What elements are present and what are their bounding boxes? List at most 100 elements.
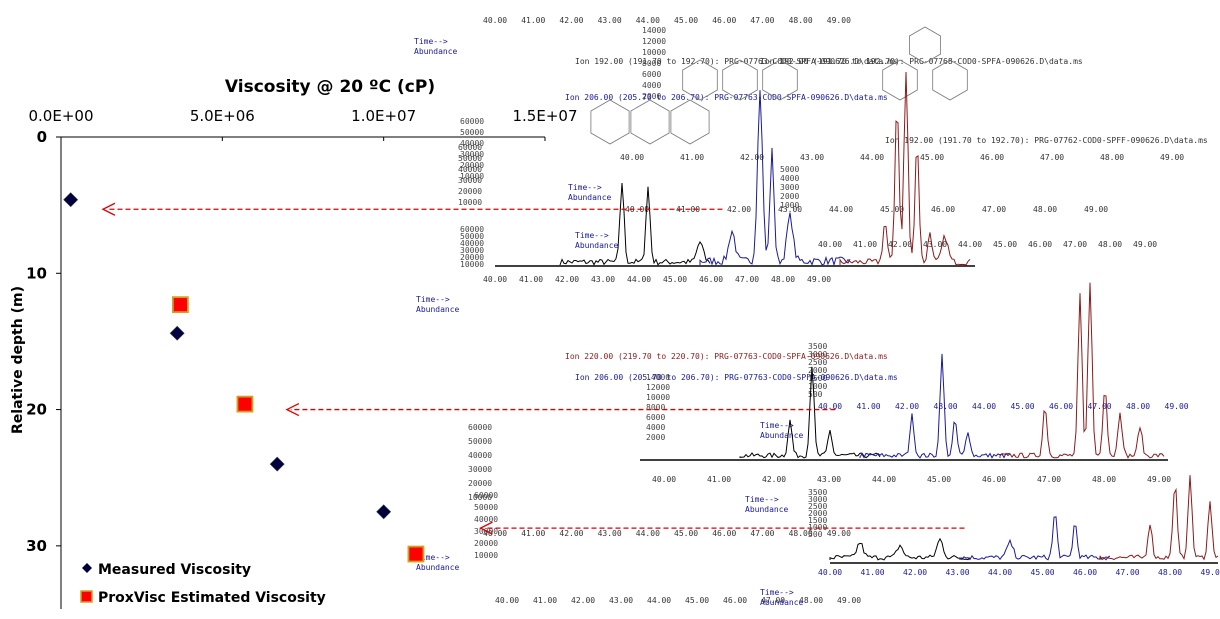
chromatogram-abundance-tick: 10000 [642, 48, 666, 57]
chromatogram-abundance-tick: 2000 [808, 366, 827, 375]
time-arrow-label: Time--> [416, 295, 450, 304]
chromatogram-abundance-tick: 8000 [646, 403, 665, 412]
chromatogram-time-tick: 47.00 [735, 275, 759, 284]
chromatogram-abundance-tick: 20000 [460, 253, 484, 262]
chromatogram-time-tick: 45.00 [685, 596, 709, 605]
chromatogram-time-tick: 42.00 [895, 402, 919, 411]
x-tick-label: 1.0E+07 [351, 107, 416, 125]
x-tick-label: 5.0E+06 [190, 107, 255, 125]
time-arrow-label: Time--> [568, 183, 602, 192]
chromatogram-time-tick: 42.00 [762, 475, 786, 484]
chromatogram-time-tick: 46.00 [1028, 240, 1052, 249]
chromatogram-abundance-tick: 50000 [460, 232, 484, 241]
chromatogram-ion-label: Ion 192.00 (191.70 to 192.70): PRG-07768… [760, 57, 1083, 66]
chromatogram-time-tick: 40.00 [495, 596, 519, 605]
chromatogram-time-tick: 45.00 [1011, 402, 1035, 411]
chromatogram-time-tick: 46.00 [723, 596, 747, 605]
chromatogram-time-tick: 43.00 [598, 529, 622, 538]
legend-label-proxvisc: ProxVisc Estimated Viscosity [98, 590, 326, 606]
chromatogram-abundance-tick: 2000 [642, 92, 661, 101]
chromatogram-abundance-tick: 20000 [460, 161, 484, 170]
chromatogram-ion-label: Ion 206.00 (205.70 to 206.70): PRG-07763… [565, 93, 888, 102]
chromatogram-abundance-tick: 14000 [646, 373, 670, 382]
chromatogram-abundance-tick: 2000 [780, 192, 799, 201]
chromatogram-time-tick: 48.00 [1158, 568, 1182, 577]
chromatogram-time-tick: 40.00 [483, 16, 507, 25]
chromatogram-abundance-tick: 30000 [460, 246, 484, 255]
chromatogram-abundance-tick: 40000 [458, 165, 482, 174]
chromatogram-time-tick: 44.00 [636, 16, 660, 25]
chromatogram-time-tick: 42.00 [571, 596, 595, 605]
chromatogram-trace [1099, 475, 1219, 561]
chromatogram-time-tick: 47.00 [761, 596, 785, 605]
chromatogram-time-tick: 41.00 [707, 475, 731, 484]
chromatogram-time-tick: 41.00 [857, 402, 881, 411]
chromatogram-abundance-tick: 3000 [780, 183, 799, 192]
chromatogram-time-tick: 43.00 [934, 402, 958, 411]
chromatogram-time-tick: 42.00 [903, 568, 927, 577]
legend-label-measured: Measured Viscosity [98, 562, 251, 578]
chromatogram-time-tick: 46.00 [712, 16, 736, 25]
abundance-label: Abundance [760, 598, 804, 607]
chromatogram-time-tick: 43.00 [609, 596, 633, 605]
chromatogram-time-tick: 45.00 [920, 153, 944, 162]
proxvisc-estimate-point [236, 395, 254, 413]
chromatogram-abundance-tick: 50000 [474, 503, 498, 512]
chromatogram-time-tick: 48.00 [771, 275, 795, 284]
measured-viscosity-point [376, 504, 392, 520]
chromatogram-abundance-tick: 500 [808, 390, 823, 399]
proxvisc-estimate-point [171, 296, 189, 314]
chromatogram-time-tick: 40.00 [818, 240, 842, 249]
chromatogram-time-tick: 45.00 [927, 475, 951, 484]
abundance-label: Abundance [414, 47, 458, 56]
measured-viscosity-point [169, 325, 185, 341]
chromatogram-abundance-tick: 60000 [460, 117, 484, 126]
abundance-label: Abundance [416, 305, 460, 314]
chromatogram-time-tick: 44.00 [872, 475, 896, 484]
chromatogram-time-tick: 41.00 [853, 240, 877, 249]
y-tick-label: 30 [26, 537, 47, 555]
chromatogram-abundance-tick: 10000 [460, 260, 484, 269]
chromatogram-time-tick: 42.00 [559, 16, 583, 25]
chromatogram-time-tick: 43.00 [778, 205, 802, 214]
chromatogram-abundance-tick: 2500 [808, 502, 827, 511]
chromatogram-abundance-tick: 60000 [460, 225, 484, 234]
chromatogram-abundance-tick: 1500 [808, 374, 827, 383]
chromatogram-abundance-tick: 2000 [808, 509, 827, 518]
chromatogram-time-tick: 48.00 [1033, 205, 1057, 214]
scatter-chart: Viscosity @ 20 ºC (cP) Relative depth (m… [10, 77, 965, 609]
x-axis-ticks: 0.0E+00 5.0E+06 1.0E+07 1.5E+07 [29, 107, 578, 141]
chromatogram-abundance-tick: 10000 [646, 393, 670, 402]
chromatogram-time-tick: 47.00 [1040, 153, 1064, 162]
y-axis-ticks: 0 10 20 30 [26, 128, 61, 555]
time-arrow-label: Time--> [745, 495, 779, 504]
chromatogram-abundance-tick: 10000 [460, 172, 484, 181]
abundance-label: Abundance [760, 431, 804, 440]
chromatogram-time-tick: 44.00 [627, 275, 651, 284]
chromatogram-time-tick: 41.00 [521, 16, 545, 25]
chromatogram-time-tick: 41.00 [533, 596, 557, 605]
chromatogram-trace [959, 516, 1111, 561]
chromatogram-time-tick: 42.00 [559, 529, 583, 538]
chromatogram-time-tick: 41.00 [680, 153, 704, 162]
chromatogram-time-tick: 49.00 [827, 529, 851, 538]
chromatogram-abundance-tick: 2000 [646, 433, 665, 442]
chromatogram-time-tick: 45.00 [674, 529, 698, 538]
chromatogram-time-tick: 42.00 [727, 205, 751, 214]
chromatogram-time-tick: 40.00 [483, 275, 507, 284]
chromatogram-abundance-tick: 8000 [642, 59, 661, 68]
chromatogram-abundance-tick: 20000 [474, 539, 498, 548]
chromatogram-time-tick: 40.00 [652, 475, 676, 484]
chromatogram-abundance-tick: 6000 [642, 70, 661, 79]
chromatogram-abundance-tick: 10000 [458, 198, 482, 207]
chromatogram-ion-label: Ion 206.00 (205.70 to 206.70): PRG-07763… [575, 373, 898, 382]
chromatogram-trace [739, 366, 881, 459]
chromatogram-abundance-tick: 60000 [458, 143, 482, 152]
legend-diamond-marker [82, 563, 92, 573]
chromatogram-time-tick: 42.00 [888, 240, 912, 249]
chromatogram-time-tick: 45.00 [674, 16, 698, 25]
chromatogram-time-tick: 46.00 [712, 529, 736, 538]
chromatogram-time-tick: 48.00 [789, 529, 813, 538]
chromatogram-abundance-tick: 4000 [642, 81, 661, 90]
abundance-label: Abundance [568, 193, 612, 202]
